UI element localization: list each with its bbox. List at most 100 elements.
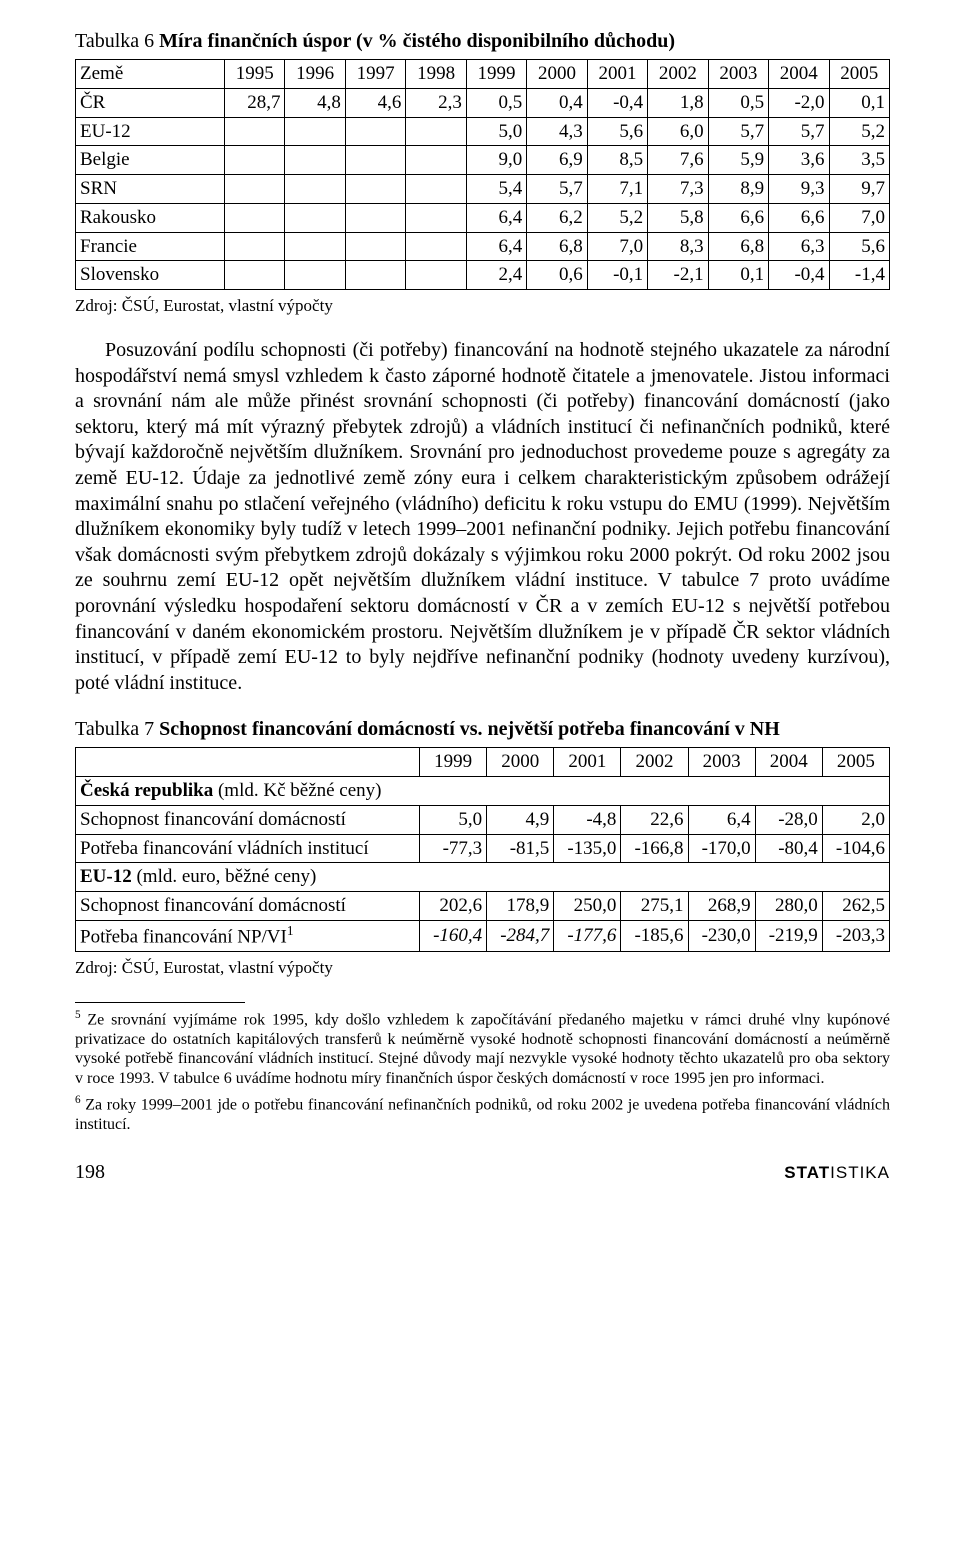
cell <box>285 232 345 261</box>
cell <box>406 203 466 232</box>
cell: 6,2 <box>527 203 587 232</box>
cell <box>225 261 285 290</box>
cell: 250,0 <box>554 892 621 921</box>
cell: 9,0 <box>466 146 526 175</box>
table6-year: 1997 <box>345 60 405 89</box>
table6-year: 2000 <box>527 60 587 89</box>
brand-logo: STATISTIKA <box>784 1163 890 1183</box>
table-row: SRN5,45,77,17,38,99,39,7 <box>76 175 890 204</box>
cell: -1,4 <box>829 261 889 290</box>
cell: 5,0 <box>466 117 526 146</box>
cell: 7,0 <box>587 232 647 261</box>
cell: -80,4 <box>755 834 822 863</box>
table7-section-eu: EU-12 (mld. euro, běžné ceny) <box>76 863 890 892</box>
table6-year: 2003 <box>708 60 768 89</box>
table6-source: Zdroj: ČSÚ, Eurostat, vlastní výpočty <box>75 296 890 316</box>
table-row: Schopnost financování domácností 202,6 1… <box>76 892 890 921</box>
cell <box>225 232 285 261</box>
cell: -0,1 <box>587 261 647 290</box>
cell: 2,3 <box>406 88 466 117</box>
cell: -4,8 <box>554 805 621 834</box>
cell: 5,4 <box>466 175 526 204</box>
cell: -203,3 <box>822 920 889 951</box>
table7-section-cr: Česká republika (mld. Kč běžné ceny) <box>76 777 890 806</box>
cell: 5,7 <box>708 117 768 146</box>
cell <box>225 203 285 232</box>
table7-section1-rest: (mld. Kč běžné ceny) <box>213 780 381 801</box>
cell: 0,1 <box>708 261 768 290</box>
table7-year: 1999 <box>420 748 487 777</box>
table7-source: Zdroj: ČSÚ, Eurostat, vlastní výpočty <box>75 958 890 978</box>
cell: -0,4 <box>769 261 829 290</box>
table7-col-blank <box>76 748 420 777</box>
cell <box>406 117 466 146</box>
footnote-ref: 1 <box>287 923 294 938</box>
table6-year: 1995 <box>225 60 285 89</box>
page-footer: 198 STATISTIKA <box>75 1161 890 1184</box>
row-label: Slovensko <box>76 261 225 290</box>
table7-year: 2005 <box>822 748 889 777</box>
table6-title-bold: Míra finančních úspor (v % čistého dispo… <box>159 30 675 52</box>
cell: 280,0 <box>755 892 822 921</box>
cell: 6,3 <box>769 232 829 261</box>
cell: 8,9 <box>708 175 768 204</box>
table-row: Schopnost financování domácností 5,0 4,9… <box>76 805 890 834</box>
cell: 5,2 <box>587 203 647 232</box>
cell: 7,6 <box>648 146 708 175</box>
cell: -170,0 <box>688 834 755 863</box>
cell: -28,0 <box>755 805 822 834</box>
cell: 4,6 <box>345 88 405 117</box>
table6-year: 2001 <box>587 60 647 89</box>
cell: -77,3 <box>420 834 487 863</box>
cell: 7,0 <box>829 203 889 232</box>
cell: -104,6 <box>822 834 889 863</box>
table-row: Slovensko2,40,6-0,1-2,10,1-0,4-1,4 <box>76 261 890 290</box>
cell: 1,8 <box>648 88 708 117</box>
cell: 6,6 <box>708 203 768 232</box>
cell: -135,0 <box>554 834 621 863</box>
cell: 5,8 <box>648 203 708 232</box>
table6-title: Tabulka 6 Míra finančních úspor (v % čis… <box>75 30 890 53</box>
cell <box>345 232 405 261</box>
cell: -2,0 <box>769 88 829 117</box>
table7-year: 2000 <box>487 748 554 777</box>
table7-title-bold: Schopnost financování domácností vs. nej… <box>159 718 780 740</box>
cell: 6,4 <box>688 805 755 834</box>
table6-year: 1998 <box>406 60 466 89</box>
footnote-text: Ze srovnání vyjímáme rok 1995, kdy došlo… <box>75 1011 890 1087</box>
table-row: Belgie9,06,98,57,65,93,63,5 <box>76 146 890 175</box>
cell: 9,3 <box>769 175 829 204</box>
table7-body: Česká republika (mld. Kč běžné ceny) Sch… <box>76 777 890 952</box>
cell <box>225 117 285 146</box>
table7-title: Tabulka 7 Schopnost financování domácnos… <box>75 718 890 741</box>
table-row: ČR28,74,84,62,30,50,4-0,41,80,5-2,00,1 <box>76 88 890 117</box>
cell <box>406 232 466 261</box>
row-label: SRN <box>76 175 225 204</box>
table6-head: Země 1995 1996 1997 1998 1999 2000 2001 … <box>76 60 890 89</box>
footnote-separator <box>75 1002 245 1003</box>
cell: 6,9 <box>527 146 587 175</box>
cell: 5,9 <box>708 146 768 175</box>
cell: 3,5 <box>829 146 889 175</box>
cell: -284,7 <box>487 920 554 951</box>
cell <box>285 146 345 175</box>
cell: 5,7 <box>527 175 587 204</box>
table-row: EU-125,04,35,66,05,75,75,2 <box>76 117 890 146</box>
table7-section1-bold: Česká republika <box>80 780 213 801</box>
table7-year: 2003 <box>688 748 755 777</box>
row-label: Schopnost financování domácností <box>76 892 420 921</box>
cell: 22,6 <box>621 805 688 834</box>
cell: 7,3 <box>648 175 708 204</box>
cell: 6,8 <box>527 232 587 261</box>
cell: 262,5 <box>822 892 889 921</box>
cell: 4,9 <box>487 805 554 834</box>
table6-title-lead: Tabulka 6 <box>75 30 159 52</box>
row-label: Francie <box>76 232 225 261</box>
table-row: Rakousko6,46,25,25,86,66,67,0 <box>76 203 890 232</box>
cell <box>285 203 345 232</box>
cell: -219,9 <box>755 920 822 951</box>
cell <box>345 146 405 175</box>
cell: 6,4 <box>466 203 526 232</box>
table-row: Francie6,46,87,08,36,86,35,6 <box>76 232 890 261</box>
cell: -166,8 <box>621 834 688 863</box>
